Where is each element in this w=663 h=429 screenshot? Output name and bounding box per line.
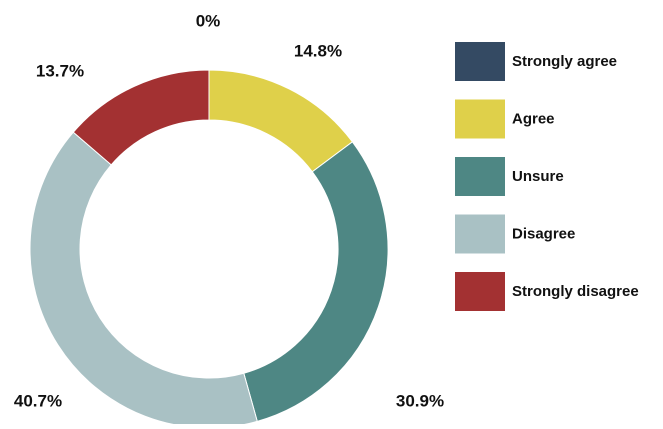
legend-swatch bbox=[455, 42, 505, 81]
value-label: 30.9% bbox=[396, 391, 444, 410]
legend-label: Disagree bbox=[512, 225, 575, 242]
legend-swatch bbox=[455, 272, 505, 311]
value-label: 40.7% bbox=[14, 391, 62, 410]
donut-slice bbox=[208, 69, 354, 173]
legend-label: Agree bbox=[512, 110, 555, 127]
value-label: 14.8% bbox=[294, 41, 342, 60]
legend-swatch bbox=[455, 157, 505, 196]
donut-slice bbox=[72, 69, 210, 166]
legend-label: Unsure bbox=[512, 168, 564, 185]
value-label: 0% bbox=[196, 11, 221, 30]
legend-swatch bbox=[455, 214, 505, 254]
value-label: 13.7% bbox=[36, 61, 84, 80]
legend-swatch bbox=[455, 99, 505, 139]
donut-slice bbox=[29, 131, 258, 429]
legend-label: Strongly disagree bbox=[512, 283, 639, 300]
legend-label: Strongly agree bbox=[512, 53, 617, 70]
donut-slice bbox=[243, 141, 389, 422]
